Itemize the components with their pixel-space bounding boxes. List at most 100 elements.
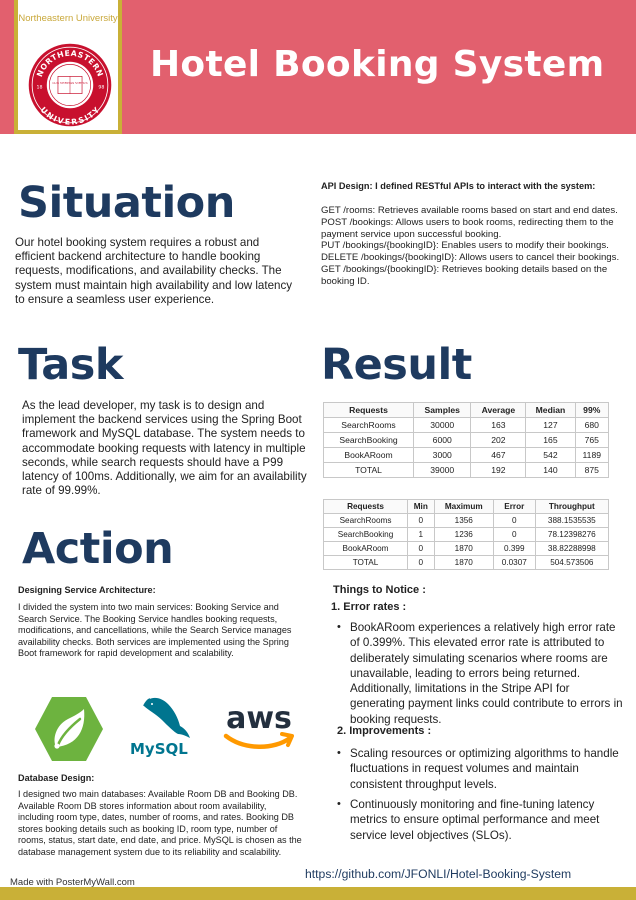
results-table-throughput: Requests Min Maximum Error Throughput Se…	[322, 499, 610, 570]
architecture-text: I divided the system into two main servi…	[18, 602, 292, 659]
result-heading: Result	[321, 340, 472, 390]
footer-bar	[0, 887, 636, 900]
table-row: BookARoom 3000 467 542 1189	[322, 447, 610, 463]
task-text: As the lead developer, my task is to des…	[22, 399, 307, 498]
table-cell: 6000	[413, 432, 472, 448]
university-name: Northeastern University	[18, 13, 118, 24]
column-header: Median	[525, 402, 576, 418]
github-link[interactable]: https://github.com/JFONLI/Hotel-Booking-…	[305, 867, 572, 881]
column-header: 99%	[574, 402, 610, 418]
table-cell: 1189	[574, 447, 610, 463]
column-header: Requests	[322, 499, 409, 514]
made-with-credit: Made with PosterMyWall.com	[10, 877, 135, 888]
table-cell: 1356	[433, 513, 494, 528]
dolphin-icon: MySQL	[130, 697, 190, 758]
architecture-title: Designing Service Architecture:	[18, 585, 156, 595]
table-cell: 127	[525, 417, 576, 433]
table-cell: 39000	[413, 462, 472, 478]
api-design-title: API Design: I defined RESTful APIs to in…	[321, 181, 596, 191]
table-cell: 202	[470, 432, 527, 448]
table-cell: 0	[492, 513, 536, 528]
seal-year-right: 98	[98, 84, 104, 90]
table-header-row: Requests Samples Average Median 99%	[322, 402, 610, 418]
column-header: Average	[470, 402, 527, 418]
column-header: Requests	[322, 402, 415, 418]
university-logo-panel: Northeastern University NORTHEASTERN UNI…	[14, 0, 122, 134]
table-cell: 388.1535535	[534, 513, 610, 528]
table-row: SearchBooking 1 1236 0 78.12398276	[322, 527, 610, 542]
table-cell: 192	[470, 462, 527, 478]
table-cell: 163	[470, 417, 527, 433]
table-cell: TOTAL	[322, 462, 415, 478]
table-cell: 38.82288998	[534, 541, 610, 556]
table-cell: 875	[574, 462, 610, 478]
action-heading: Action	[22, 524, 174, 574]
aws-logo-text: aws	[226, 701, 292, 736]
column-header: Samples	[413, 402, 472, 418]
table-cell: 165	[525, 432, 576, 448]
column-header: Error	[492, 499, 536, 514]
improvement-bullet: Continuously monitoring and fine-tuning …	[337, 797, 626, 843]
table-cell: 0.399	[492, 541, 536, 556]
table-cell: 1870	[433, 541, 494, 556]
table-cell: 0	[492, 527, 536, 542]
table-cell: 1236	[433, 527, 494, 542]
university-seal-icon: NORTHEASTERN UNIVERSITY 18 98 LUX VERITA…	[28, 43, 112, 127]
spring-leaf-icon	[35, 697, 103, 761]
column-header: Min	[407, 499, 435, 514]
seal-motto: LUX VERITAS VIRTUS	[52, 81, 87, 85]
table-cell: 504.573506	[534, 555, 610, 570]
table-cell: 0	[407, 541, 435, 556]
improvements-heading: 2. Improvements :	[337, 725, 432, 737]
table-cell: BookARoom	[322, 541, 409, 556]
header-banner: Northeastern University NORTHEASTERN UNI…	[0, 0, 636, 134]
table-cell: 765	[574, 432, 610, 448]
table-cell: 0	[407, 513, 435, 528]
table-cell: SearchRooms	[322, 417, 415, 433]
table-cell: 140	[525, 462, 576, 478]
table-row: BookARoom 0 1870 0.399 38.82288998	[322, 541, 610, 556]
page-title: Hotel Booking System	[150, 44, 605, 85]
table-cell: 542	[525, 447, 576, 463]
table-cell: 0	[407, 555, 435, 570]
error-rates-heading: 1. Error rates :	[331, 601, 407, 613]
api-list: GET /rooms: Retrieves available rooms ba…	[321, 205, 627, 288]
column-header: Throughput	[534, 499, 610, 514]
api-item-post-bookings: POST /bookings: Allows users to book roo…	[321, 216, 614, 240]
table-cell: 0.0307	[492, 555, 536, 570]
table-cell: 78.12398276	[534, 527, 610, 542]
database-title: Database Design:	[18, 773, 95, 783]
table-row: TOTAL 0 1870 0.0307 504.573506	[322, 555, 610, 570]
situation-text: Our hotel booking system requires a robu…	[15, 236, 293, 306]
table-cell: 3000	[413, 447, 472, 463]
results-table-latency: Requests Samples Average Median 99% Sear…	[322, 402, 610, 478]
table-cell: BookARoom	[322, 447, 415, 463]
table-row: SearchRooms 30000 163 127 680	[322, 417, 610, 433]
table-row: TOTAL 39000 192 140 875	[322, 462, 610, 478]
api-item-delete-booking: DELETE /bookings/{bookingID}: Allows use…	[321, 252, 620, 264]
table-cell: 680	[574, 417, 610, 433]
table-header-row: Requests Min Maximum Error Throughput	[322, 499, 610, 514]
table-cell: 1870	[433, 555, 494, 570]
column-header: Maximum	[433, 499, 494, 514]
table-row: SearchRooms 0 1356 0 388.1535535	[322, 513, 610, 528]
situation-heading: Situation	[18, 178, 235, 228]
table-cell: 467	[470, 447, 527, 463]
table-cell: 30000	[413, 417, 472, 433]
seal-year-left: 18	[36, 84, 42, 90]
table-cell: SearchRooms	[322, 513, 409, 528]
api-item-get-booking: GET /bookings/{bookingID}: Retrieves boo…	[321, 263, 608, 287]
table-row: SearchBooking 6000 202 165 765	[322, 432, 610, 448]
database-text: I designed two main databases: Available…	[18, 789, 302, 857]
aws-smile-icon: aws	[223, 701, 294, 749]
mysql-logo-text: MySQL	[130, 740, 188, 758]
api-item-put-booking: PUT /bookings/{bookingID}: Enables users…	[321, 240, 609, 252]
table-cell: 1	[407, 527, 435, 542]
api-item-get-rooms: GET /rooms: Retrieves available rooms ba…	[321, 205, 618, 216]
improvement-bullet: Scaling resources or optimizing algorith…	[337, 746, 626, 792]
task-heading: Task	[18, 340, 124, 390]
table-cell: TOTAL	[322, 555, 409, 570]
table-cell: SearchBooking	[322, 432, 415, 448]
error-rate-bullet: BookARoom experiences a relatively high …	[337, 620, 626, 727]
table-cell: SearchBooking	[322, 527, 409, 542]
